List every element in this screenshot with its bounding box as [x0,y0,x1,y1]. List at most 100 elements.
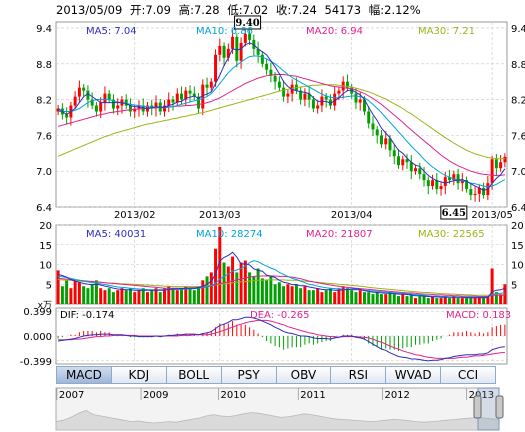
vma5-line [57,251,506,299]
volume-bar [397,296,400,304]
volume-bar [311,290,315,304]
macd-tick-left: 0.399 [23,307,52,318]
volume-bar [350,290,354,304]
candle-body [324,96,328,100]
candle-body [282,87,286,97]
volume-bar [367,292,371,304]
candle-body [77,87,81,97]
candle-body [116,105,120,109]
volume-bar [405,296,409,304]
price-tick-left: 7.6 [36,131,52,142]
timeline-drag-handle[interactable] [495,395,504,419]
volume-bar [443,296,447,304]
tab-obv[interactable]: OBV [276,366,332,384]
ma30-legend: MA30: 7.21 [418,26,475,37]
candle-body [163,105,166,112]
timeline-year-label: 2013 [469,390,494,401]
candle-body [205,84,209,88]
candle-body [197,96,201,109]
candle-body [371,123,375,130]
timeline-year-label: 2012 [384,390,409,401]
candle-body [503,156,507,163]
volume-value: 54173 [325,3,362,17]
tab-psy[interactable]: PSY [221,366,277,384]
tab-kdj[interactable]: KDJ [111,366,167,384]
macd-dea-legend: DEA: -0.265 [250,310,309,321]
candle-body [367,111,371,124]
volume-bar [465,298,469,304]
open-label: 开: [130,3,145,17]
candle-body [477,187,481,194]
candle-body [469,189,473,196]
candle-body [99,102,103,112]
candle-body [328,99,332,106]
tab-cci[interactable]: CCI [441,366,496,384]
volume-bar [333,292,337,304]
volume-bar [371,294,375,304]
volume-bar [401,294,405,304]
candle-body [235,36,239,61]
close-label: 收: [276,3,291,17]
volume-ma20-legend: MA20: 21807 [306,229,373,240]
amplitude-value: 2.12% [384,3,421,17]
candle-body [239,42,243,61]
volume-bar [452,296,456,304]
volume-bar [409,294,413,304]
volume-bar [107,288,111,304]
candle-body [494,159,498,169]
volume-bar [124,290,128,304]
candle-body [218,45,222,55]
candle-body [184,90,188,100]
candle-body [65,114,69,118]
tab-wvad[interactable]: WVAD [386,366,442,384]
timeline-navigator[interactable]: 2007 2009 2010 2011 2012 2013 [55,387,504,431]
price-annotation-label: 9.40 [235,18,259,29]
volume-tick-left: 15 [39,241,52,252]
candle-body [401,159,405,166]
volume-bar [69,288,73,304]
volume-bar [282,286,286,304]
ma5-legend: MA5: 7.04 [86,26,137,37]
volume-bar [145,292,149,304]
tab-boll[interactable]: BOLL [166,366,222,384]
candle-body [82,87,86,91]
ma30-line [57,84,505,160]
volume-bar [175,290,179,304]
price-tick-right: 8.2 [511,96,525,107]
volume-bar [439,298,443,304]
candle-body [180,93,184,100]
candle-body [188,90,192,94]
candle-body [418,168,422,175]
volume-bar [192,290,196,304]
volume-bar [137,290,141,304]
vma10-line [58,260,505,298]
quote-header: 2013/05/09 开:7.09 高:7.28 低:7.02 收:7.24 5… [56,3,421,17]
candle-body [260,54,264,64]
volume-bar [197,286,201,304]
candle-body [277,81,281,88]
candle-body [431,180,435,187]
tab-rsi[interactable]: RSI [331,366,387,384]
volume-bar [239,262,243,304]
tab-macd[interactable]: MACD [56,366,112,384]
timeline-drag-handle[interactable] [473,395,482,419]
volume-bar [60,286,64,304]
volume-bar [252,276,256,304]
candle-body [350,87,354,94]
candle-body [248,33,252,40]
volume-bar [494,292,498,304]
volume-bar [163,288,166,304]
candle-body [226,48,230,58]
volume-bar [341,286,345,304]
volume-panel: 20 20 15 15 10 10 5 5 x万 MA5: 40031 MA10: 28274 MA2… [38,221,524,311]
candle-body [414,168,418,172]
candle-body [465,180,469,190]
candle-body [256,48,260,55]
volume-bar [320,292,324,304]
volume-bar [277,282,281,304]
volume-bar [448,298,452,304]
volume-tick-left: 5 [46,280,52,291]
volume-bar [77,282,81,304]
date-tick-label: 2013/02 [114,210,156,221]
candle-body [209,81,213,88]
